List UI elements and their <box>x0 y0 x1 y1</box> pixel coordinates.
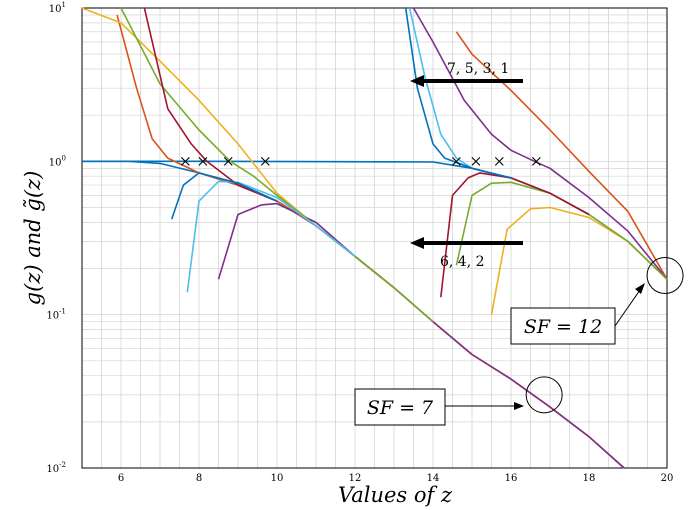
series-line-5 <box>81 7 625 469</box>
y-axis-label: g(z) and g̃(z) <box>21 171 45 306</box>
y-tick-labels: 10-2 10-1 100 101 <box>46 1 66 475</box>
series-line-13 <box>143 7 278 202</box>
even-order-arrow <box>410 237 523 249</box>
data-lines <box>81 7 668 469</box>
x-tick-label: 12 <box>349 473 362 484</box>
y-tick-label: 101 <box>49 1 66 15</box>
data-markers <box>180 156 541 166</box>
y-tick-label: 10-2 <box>46 461 66 475</box>
x-tick-label: 16 <box>505 473 518 484</box>
y-tick-label: 10-1 <box>46 308 66 322</box>
series-line-7 <box>412 7 668 280</box>
sf7-arrow <box>445 402 524 410</box>
x-axis-label: Values of z <box>338 483 453 507</box>
sf7-label: SF = 7 <box>367 397 434 419</box>
x-tick-label: 6 <box>118 473 124 484</box>
sf7-box <box>354 388 446 426</box>
series-line-14 <box>440 172 590 298</box>
x-marker <box>198 156 208 166</box>
odd-order-arrow <box>410 75 523 87</box>
x-tick-label: 10 <box>271 473 284 484</box>
x-tick-label: 18 <box>583 473 596 484</box>
series-line-6 <box>490 206 668 315</box>
highlight-circles <box>525 257 684 414</box>
x-marker <box>471 156 481 166</box>
x-tick-label: 8 <box>196 473 202 484</box>
x-marker <box>180 156 190 166</box>
odd-order-label: 7, 5, 3, 1 <box>447 61 509 77</box>
sf12-label: SF = 12 <box>524 316 602 338</box>
x-marker <box>494 156 504 166</box>
x-tick-labels: 6 8 10 12 14 16 18 20 <box>118 473 674 484</box>
highlight-circle <box>646 257 684 295</box>
x-tick-label: 20 <box>661 473 674 484</box>
series-line-3 <box>455 31 668 280</box>
series-line-12 <box>186 180 356 293</box>
x-marker <box>452 156 461 166</box>
even-order-label: 6, 4, 2 <box>440 254 485 270</box>
series-line-16 <box>170 172 278 220</box>
x-marker <box>531 156 541 166</box>
x-marker <box>260 156 270 166</box>
y-tick-label: 100 <box>49 154 66 168</box>
series-line-10 <box>455 181 668 280</box>
series-line-9 <box>120 7 434 323</box>
highlight-circle <box>525 376 563 414</box>
plot-frame <box>81 7 668 469</box>
series-line-15 <box>404 7 512 179</box>
x-marker <box>223 156 233 166</box>
x-tick-label: 14 <box>427 473 440 484</box>
sf12-arrow <box>614 283 645 327</box>
